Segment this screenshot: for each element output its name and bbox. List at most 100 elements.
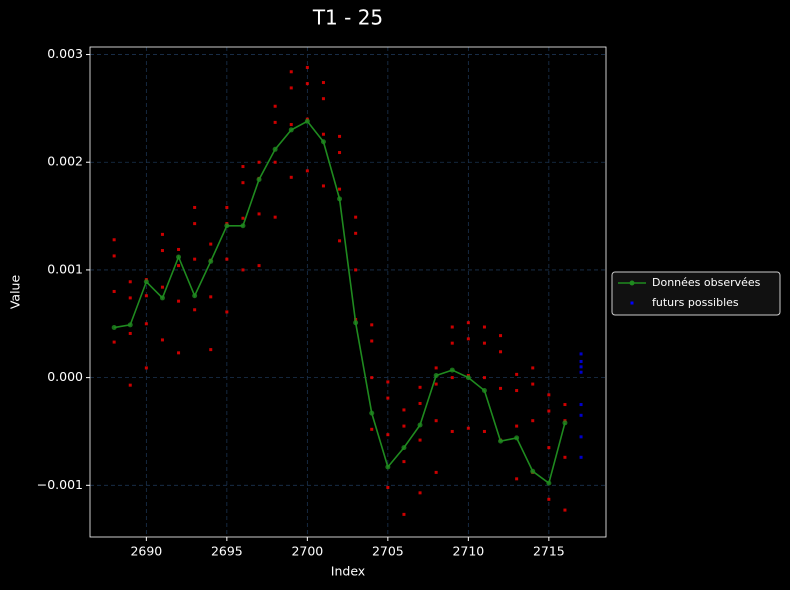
scatter-point (499, 386, 503, 390)
scatter-point (338, 134, 342, 138)
scatter-point (466, 321, 470, 325)
line-point (546, 480, 552, 486)
scatter-point (547, 446, 551, 450)
scatter-point (160, 338, 164, 342)
scatter-point (434, 470, 438, 474)
scatter-point (370, 376, 374, 380)
scatter-point (112, 254, 116, 258)
scatter-point (273, 160, 277, 164)
scatter-point (499, 334, 503, 338)
scatter-point (515, 424, 519, 428)
scatter-point (257, 160, 261, 164)
scatter-point (177, 264, 181, 268)
scatter-point (450, 341, 454, 345)
scatter-point (563, 403, 567, 407)
line-point (192, 293, 198, 299)
y-tick-label: 0.002 (47, 154, 83, 169)
scatter-point (354, 215, 358, 219)
scatter-point (434, 419, 438, 423)
scatter-point (160, 285, 164, 289)
scatter-point (531, 419, 535, 423)
scatter-point (305, 82, 309, 86)
x-tick-label: 2690 (130, 544, 162, 559)
scatter-point (418, 401, 422, 405)
line-point (449, 367, 455, 373)
line-point (288, 127, 294, 133)
scatter-point (193, 222, 197, 226)
scatter-point (289, 175, 293, 179)
scatter-point (450, 376, 454, 380)
line-point (401, 445, 407, 451)
scatter-point (112, 238, 116, 242)
scatter-point (241, 165, 245, 169)
scatter-point (402, 424, 406, 428)
scatter-point (225, 310, 229, 314)
scatter-point (450, 429, 454, 433)
x-tick-label: 2705 (372, 544, 404, 559)
scatter-point (354, 231, 358, 235)
line-point (176, 254, 182, 260)
scatter-point (241, 216, 245, 220)
scatter-point (289, 70, 293, 74)
line-point (159, 295, 165, 301)
scatter-point (321, 97, 325, 101)
scatter-point (434, 366, 438, 370)
scatter-point (257, 212, 261, 216)
scatter-point (579, 370, 583, 374)
scatter-point (466, 426, 470, 430)
line-point (514, 435, 520, 441)
y-axis-label: Value (8, 275, 23, 310)
line-point (385, 464, 391, 470)
scatter-point (418, 438, 422, 442)
line-point (337, 196, 343, 202)
legend-marker (630, 301, 634, 305)
scatter-point (515, 389, 519, 393)
y-tick-label: 0.000 (47, 369, 83, 384)
x-tick-label: 2710 (452, 544, 484, 559)
scatter-point (531, 382, 535, 386)
scatter-point (386, 433, 390, 437)
line-point (111, 325, 117, 331)
scatter-point (482, 376, 486, 380)
legend: Données observées futurs possibles (611, 271, 781, 316)
legend-marker (629, 280, 635, 286)
scatter-point (321, 132, 325, 136)
scatter-point (386, 485, 390, 489)
y-tick-label: 0.003 (47, 46, 83, 61)
scatter-point (160, 249, 164, 253)
scatter-point (289, 86, 293, 90)
legend-label: Données observées (652, 276, 761, 289)
scatter-point (177, 351, 181, 355)
scatter-point (144, 294, 148, 298)
scatter-point (241, 268, 245, 272)
scatter-point (547, 497, 551, 501)
line-point (127, 322, 133, 328)
line-point (530, 468, 536, 474)
scatter-point (402, 408, 406, 412)
scatter-point (193, 308, 197, 312)
scatter-point (563, 508, 567, 512)
scatter-point (402, 512, 406, 516)
scatter-point (386, 380, 390, 384)
scatter-point (305, 169, 309, 173)
line-point (433, 372, 439, 378)
scatter-point (144, 322, 148, 326)
chart-title: T1 - 25 (312, 6, 383, 30)
x-axis-label: Index (331, 564, 365, 579)
scatter-point (144, 366, 148, 370)
line-point (481, 388, 487, 394)
scatter-point (321, 81, 325, 85)
scatter-point (128, 280, 132, 284)
scatter-point (579, 455, 583, 459)
line-point (417, 422, 423, 428)
scatter-point (273, 215, 277, 219)
x-tick-label: 2715 (533, 544, 565, 559)
line-point (320, 139, 326, 145)
scatter-point (402, 460, 406, 464)
scatter-point (482, 341, 486, 345)
scatter-point (386, 396, 390, 400)
scatter-point (177, 247, 181, 251)
line-point (498, 438, 504, 444)
line-point (562, 420, 568, 426)
scatter-point (482, 325, 486, 329)
